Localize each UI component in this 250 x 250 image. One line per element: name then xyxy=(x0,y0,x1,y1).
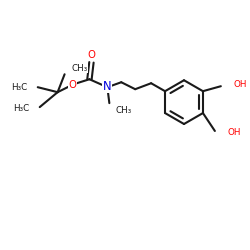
Text: CH₃: CH₃ xyxy=(72,64,88,73)
Text: CH₃: CH₃ xyxy=(115,106,132,114)
Text: H₃C: H₃C xyxy=(14,104,30,112)
Text: O: O xyxy=(68,80,76,90)
Text: H₃C: H₃C xyxy=(12,83,28,92)
Text: N: N xyxy=(103,80,112,93)
Text: OH: OH xyxy=(228,128,241,138)
Text: OH: OH xyxy=(234,80,247,89)
Text: O: O xyxy=(88,50,96,60)
